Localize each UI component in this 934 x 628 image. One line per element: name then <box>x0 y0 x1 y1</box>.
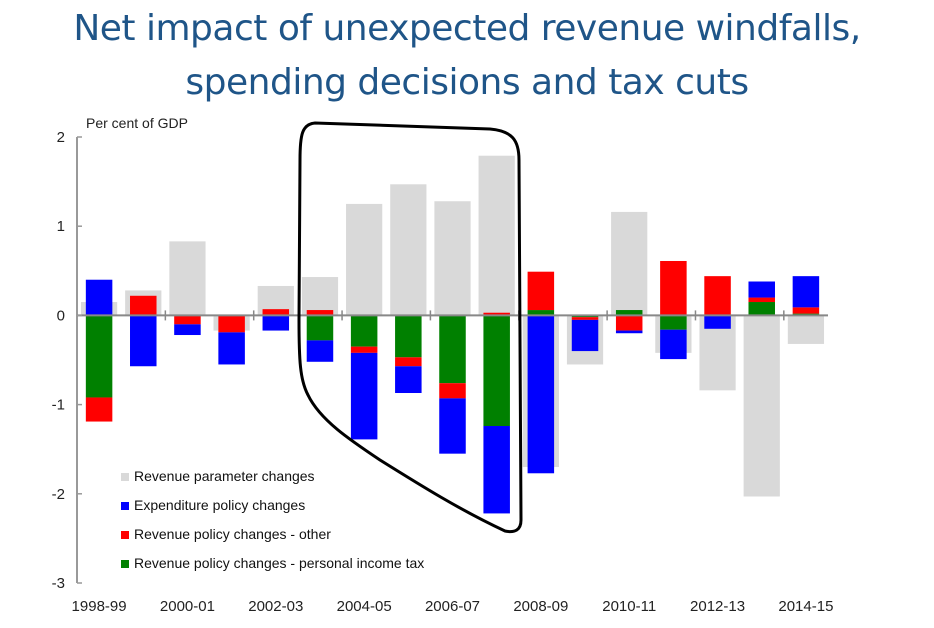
x-tick-label: 2008-09 <box>513 598 568 615</box>
bar-personal-income-tax-2013-14 <box>748 302 775 316</box>
y-axis-unit-label: Per cent of GDP <box>86 115 188 131</box>
bar-revenue-parameter-2006-07 <box>434 201 471 316</box>
bar-personal-income-tax-2007-08 <box>483 315 510 427</box>
legend-label: Revenue policy changes - personal income… <box>134 555 424 571</box>
bar-revenue-parameter-2014-15 <box>787 315 825 344</box>
bar-expenditure-2013-14 <box>748 281 775 298</box>
bar-revenue-parameter-2004-05 <box>346 203 383 316</box>
y-tick-label: -3 <box>52 575 65 592</box>
bar-personal-income-tax-2004-05 <box>350 315 378 347</box>
bar-personal-income-tax-2005-06 <box>395 315 422 358</box>
legend: Revenue parameter changes Expenditure pol… <box>121 468 424 571</box>
bar-revenue-other-2014-15 <box>792 307 820 314</box>
bar-revenue-parameter-2005-06 <box>390 184 427 316</box>
bar-expenditure-2010-11 <box>615 330 643 334</box>
legend-swatch <box>121 502 129 510</box>
freehand-annotation-outline <box>297 121 523 534</box>
bar-expenditure-2012-13 <box>704 315 731 329</box>
bar-revenue-other-2005-06 <box>395 357 422 367</box>
bar-personal-income-tax-2006-07 <box>439 315 466 384</box>
bar-expenditure-2001-02 <box>218 332 245 365</box>
bar-revenue-other-2010-11 <box>615 315 643 331</box>
chart-title-line-2: spending decisions and tax cuts <box>185 62 749 103</box>
bar-personal-income-tax-2010-11 <box>615 310 643 316</box>
legend-swatch <box>121 531 129 539</box>
legend-label: Expenditure policy changes <box>134 497 305 513</box>
bar-revenue-other-2011-12 <box>660 260 687 316</box>
bar-expenditure-1998-99 <box>85 279 113 316</box>
bar-revenue-other-2003-04 <box>306 310 334 316</box>
y-tick-label: 2 <box>57 129 65 146</box>
bar-expenditure-2003-04 <box>306 340 334 362</box>
x-tick-label: 2002-03 <box>248 598 303 615</box>
bar-revenue-other-2012-13 <box>704 276 731 316</box>
y-tick-label: -2 <box>52 486 65 503</box>
x-tick-label: 2014-15 <box>778 598 833 615</box>
bar-personal-income-tax-2003-04 <box>306 315 334 341</box>
bar-revenue-other-2008-09 <box>527 271 555 311</box>
x-tick-label: 2012-13 <box>690 598 745 615</box>
bar-expenditure-2007-08 <box>483 426 510 514</box>
x-tick-label: 2004-05 <box>337 598 392 615</box>
bar-revenue-other-2013-14 <box>748 297 775 303</box>
bar-revenue-other-1999-00 <box>130 295 157 316</box>
axes <box>76 137 828 583</box>
bar-revenue-other-2001-02 <box>218 315 245 333</box>
bar-revenue-other-2009-10 <box>571 317 599 320</box>
bar-expenditure-2009-10 <box>571 319 599 352</box>
y-tick-label: 0 <box>57 307 65 324</box>
bar-expenditure-2014-15 <box>792 276 820 308</box>
bar-expenditure-2005-06 <box>395 366 422 394</box>
bar-expenditure-2000-01 <box>174 324 201 336</box>
legend-label: Revenue parameter changes <box>134 468 315 484</box>
x-tick-label: 1998-99 <box>72 598 127 615</box>
bar-expenditure-2002-03 <box>262 315 290 331</box>
x-axis-ticks: 1998-99 2000-01 2002-03 2004-05 2006-07 2008-… <box>72 310 833 615</box>
bar-personal-income-tax-2011-12 <box>660 315 687 330</box>
y-tick-label: 1 <box>57 218 65 235</box>
bar-personal-income-tax-1998-99 <box>85 315 113 398</box>
x-tick-label: 2010-11 <box>602 598 656 615</box>
legend-label: Revenue policy changes - other <box>134 526 331 542</box>
bar-expenditure-2008-09 <box>527 315 555 474</box>
x-tick-label: 2006-07 <box>425 598 480 615</box>
bar-expenditure-1999-00 <box>130 315 157 367</box>
bar-expenditure-2006-07 <box>439 398 466 454</box>
bar-personal-income-tax-2008-09 <box>527 310 555 316</box>
bar-revenue-other-2004-05 <box>350 346 378 353</box>
y-tick-label: -1 <box>52 397 65 414</box>
bar-revenue-other-2002-03 <box>262 309 290 316</box>
chart-title-line-1: Net impact of unexpected revenue windfal… <box>73 8 861 49</box>
x-tick-label: 2000-01 <box>160 598 215 615</box>
y-axis-ticks: 2 1 0 -1 -2 -3 <box>52 129 82 592</box>
bar-revenue-other-2007-08 <box>483 312 510 316</box>
legend-swatch <box>121 473 129 481</box>
bar-expenditure-2004-05 <box>350 352 378 440</box>
policy-stacked-bars <box>85 260 820 514</box>
legend-swatch <box>121 560 129 568</box>
bar-revenue-parameter-2010-11 <box>611 211 648 316</box>
bar-revenue-parameter-2000-01 <box>169 241 206 316</box>
bar-expenditure-2011-12 <box>660 329 687 360</box>
bar-revenue-parameter-2013-14 <box>743 315 780 497</box>
bar-revenue-parameter-2003-04 <box>301 277 339 316</box>
bar-revenue-parameter-2007-08 <box>478 155 515 316</box>
bar-revenue-other-2006-07 <box>439 383 466 399</box>
bar-revenue-other-1998-99 <box>85 397 113 422</box>
bar-revenue-other-2000-01 <box>174 315 201 325</box>
